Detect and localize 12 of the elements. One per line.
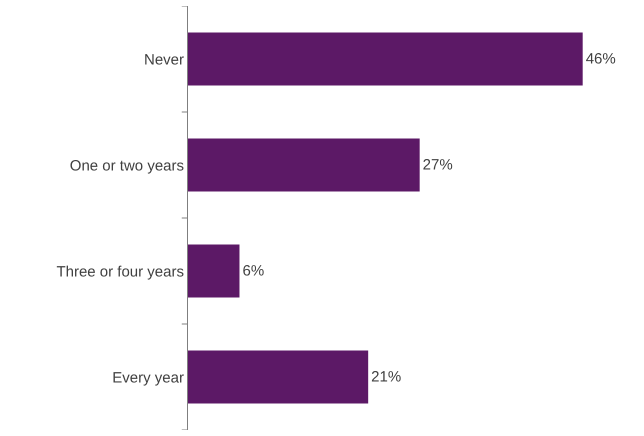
bar <box>188 32 583 86</box>
bar <box>188 138 420 192</box>
y-tick-label: One or two years <box>70 157 184 174</box>
data-label: 21% <box>371 368 402 386</box>
y-tick-label: Never <box>144 51 184 68</box>
data-label: 6% <box>242 262 264 280</box>
data-label: 46% <box>586 50 616 68</box>
bar <box>188 350 368 404</box>
y-tick-label: Every year <box>112 369 184 386</box>
bar <box>188 244 240 298</box>
data-label: 27% <box>422 156 453 174</box>
y-tick-label: Three or four years <box>56 263 184 280</box>
